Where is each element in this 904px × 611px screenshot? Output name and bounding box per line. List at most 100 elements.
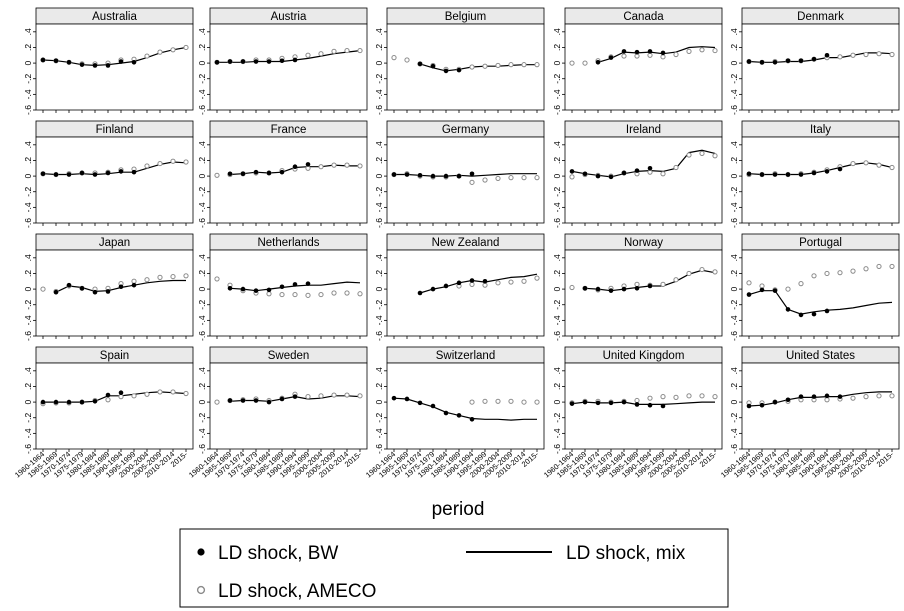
point-ameco xyxy=(144,53,150,59)
point-bw xyxy=(608,55,614,60)
y-tick-label: -.2 xyxy=(552,186,562,196)
y-tick-label: 0 xyxy=(197,173,207,178)
point-bw xyxy=(79,286,85,291)
point-bw xyxy=(582,399,588,405)
y-tick-label: .4 xyxy=(23,254,33,261)
point-ameco xyxy=(331,290,337,296)
y-tick-label: -.2 xyxy=(23,186,33,196)
point-ameco xyxy=(569,174,575,180)
point-ameco xyxy=(357,163,363,169)
y-tick-label: -.4 xyxy=(729,202,739,212)
y-tick-label: -.2 xyxy=(552,412,562,422)
y-tick-label: -.4 xyxy=(23,315,33,325)
y-tick-label: -.2 xyxy=(552,299,562,309)
point-ameco xyxy=(863,266,869,272)
y-tick-label: .2 xyxy=(23,270,33,277)
point-ameco xyxy=(824,397,830,403)
point-ameco xyxy=(712,47,718,54)
point-ameco xyxy=(660,394,666,400)
y-tick-label: 0 xyxy=(23,286,33,291)
point-ameco xyxy=(521,175,527,181)
y-tick-label: -.6 xyxy=(552,444,562,454)
point-bw xyxy=(253,169,259,175)
x-axis-label: period xyxy=(432,499,485,520)
point-bw xyxy=(53,289,59,295)
panel: New Zealand .4 .2 0 -.2 -.4 -.6 xyxy=(374,233,545,341)
point-bw xyxy=(305,162,311,167)
point-ameco xyxy=(569,60,575,66)
point-ameco xyxy=(508,62,514,68)
y-tick-label: -.2 xyxy=(197,186,207,196)
point-bw xyxy=(647,283,653,289)
point-ameco xyxy=(131,278,137,284)
point-bw xyxy=(660,50,666,56)
panel-title: Canada xyxy=(623,11,664,23)
point-bw xyxy=(391,172,397,177)
y-tick-label: -.4 xyxy=(197,428,207,438)
y-tick-label: .4 xyxy=(729,141,739,148)
point-bw xyxy=(608,288,614,293)
point-ameco xyxy=(850,395,856,401)
y-tick-label: 0 xyxy=(374,399,384,404)
point-ameco xyxy=(170,158,176,164)
y-tick-label: 0 xyxy=(552,173,562,178)
y-tick-label: -.2 xyxy=(197,73,207,83)
point-ameco xyxy=(686,48,692,54)
plot-area xyxy=(564,23,723,111)
point-bw xyxy=(417,290,423,296)
point-ameco xyxy=(660,171,666,177)
plot-area xyxy=(386,136,545,224)
y-tick-label: .2 xyxy=(729,44,739,51)
point-bw xyxy=(634,168,640,173)
panel-title: France xyxy=(271,124,307,136)
point-ameco xyxy=(482,177,488,183)
point-bw xyxy=(785,172,791,177)
point-ameco xyxy=(495,398,501,404)
point-bw xyxy=(240,398,246,403)
y-tick-label: .4 xyxy=(729,28,739,35)
panel: Germany .4 .2 0 -.2 -.4 -.6 xyxy=(374,120,545,228)
y-tick-label: -.4 xyxy=(374,202,384,212)
y-tick-label: -.2 xyxy=(729,412,739,422)
point-bw xyxy=(279,396,285,402)
point-bw xyxy=(482,278,488,284)
point-bw xyxy=(660,403,666,409)
y-tick-label: .2 xyxy=(552,44,562,51)
point-bw xyxy=(391,395,397,401)
point-bw xyxy=(608,174,614,180)
y-tick-label: 0 xyxy=(374,60,384,65)
point-ameco xyxy=(660,281,666,287)
y-tick-label: -.2 xyxy=(23,412,33,422)
point-ameco xyxy=(647,52,653,58)
point-ameco xyxy=(214,172,220,178)
point-bw xyxy=(66,399,72,405)
plot-area xyxy=(209,362,368,450)
point-bw xyxy=(569,401,575,406)
panel-title: New Zealand xyxy=(432,237,500,249)
point-ameco xyxy=(673,394,679,400)
point-bw xyxy=(785,397,791,403)
point-bw xyxy=(759,172,765,177)
point-bw xyxy=(837,166,843,172)
point-ameco xyxy=(534,175,540,181)
point-bw xyxy=(634,49,640,55)
y-tick-label: -.2 xyxy=(729,186,739,196)
point-ameco xyxy=(699,150,705,157)
point-ameco xyxy=(331,392,337,398)
point-bw xyxy=(621,49,627,54)
point-ameco xyxy=(673,51,679,58)
point-bw xyxy=(79,170,85,176)
point-bw xyxy=(92,289,98,295)
y-tick-label: .4 xyxy=(23,28,33,35)
y-tick-label: .4 xyxy=(197,28,207,35)
y-tick-label: -.4 xyxy=(552,202,562,212)
panel: United States.4.20-.2-.4-.61960-19641965… xyxy=(719,346,900,480)
point-ameco xyxy=(40,286,46,292)
y-tick-label: .4 xyxy=(197,141,207,148)
point-ameco xyxy=(850,52,856,58)
point-ameco xyxy=(144,163,150,169)
point-ameco xyxy=(699,393,705,399)
y-tick-label: -.4 xyxy=(729,315,739,325)
point-bw xyxy=(595,173,601,179)
point-bw xyxy=(417,173,423,178)
